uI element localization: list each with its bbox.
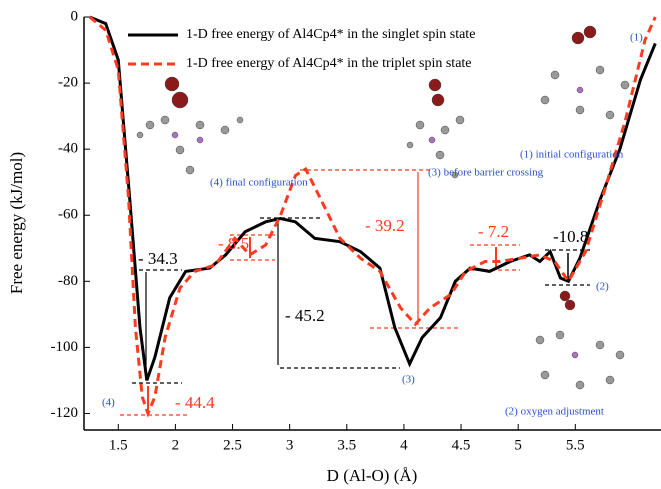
annotation: (1) initial configuration bbox=[520, 149, 624, 161]
annotation: (4) final configuration bbox=[210, 177, 308, 189]
x-tick-label: 2.5 bbox=[223, 437, 242, 453]
y-tick-label: -80 bbox=[58, 273, 78, 289]
x-axis-label: D (Al-O) (Å) bbox=[327, 466, 418, 485]
x-tick-label: 2 bbox=[172, 437, 180, 453]
y-tick-label: -120 bbox=[51, 405, 79, 421]
legend-label: 1-D free energy of Al4Cp4* in the single… bbox=[186, 27, 475, 42]
x-tick-label: 3.5 bbox=[337, 437, 356, 453]
y-tick-label: -20 bbox=[58, 75, 78, 91]
x-tick-label: 4.5 bbox=[452, 437, 471, 453]
annotation: - 44.4 bbox=[175, 393, 215, 412]
annotation: (3) before barrier crossing bbox=[428, 167, 544, 179]
reference-lines bbox=[120, 170, 590, 415]
annotation: -10.8 bbox=[553, 227, 588, 246]
annotation: - 34.3 bbox=[138, 249, 178, 268]
molecule-images bbox=[137, 26, 629, 389]
x-tick-label: 5.5 bbox=[566, 437, 585, 453]
x-tick-label: 4 bbox=[400, 437, 408, 453]
x-tick-label: 5 bbox=[514, 437, 522, 453]
annotation: (1) bbox=[630, 32, 643, 44]
annotation: (2) oxygen adjustment bbox=[505, 406, 604, 418]
annotation: - 8.5 bbox=[218, 234, 249, 253]
y-tick-label: -40 bbox=[58, 141, 78, 157]
chart: Free energy (kJ/mol) D (Al-O) (Å) 0 -20 -4… bbox=[0, 0, 661, 489]
x-tick-label: 3 bbox=[286, 437, 294, 453]
y-tick-label: -60 bbox=[58, 207, 78, 223]
y-tick-label: -100 bbox=[51, 339, 79, 355]
series-line bbox=[90, 17, 656, 380]
y-axis-label: Free energy (kJ/mol) bbox=[7, 152, 26, 294]
legend-label: 1-D free energy of Al4Cp4* in the triple… bbox=[186, 56, 472, 71]
annotation: - 7.2 bbox=[478, 222, 509, 241]
annotation: - 39.2 bbox=[365, 216, 405, 235]
annotation: (4) bbox=[102, 397, 115, 409]
annotation: (3) bbox=[402, 374, 415, 386]
annotation: - 45.2 bbox=[285, 306, 325, 325]
x-tick-label: 1.5 bbox=[109, 437, 128, 453]
annotation: (2) bbox=[596, 281, 609, 293]
y-tick-label: 0 bbox=[71, 8, 79, 24]
